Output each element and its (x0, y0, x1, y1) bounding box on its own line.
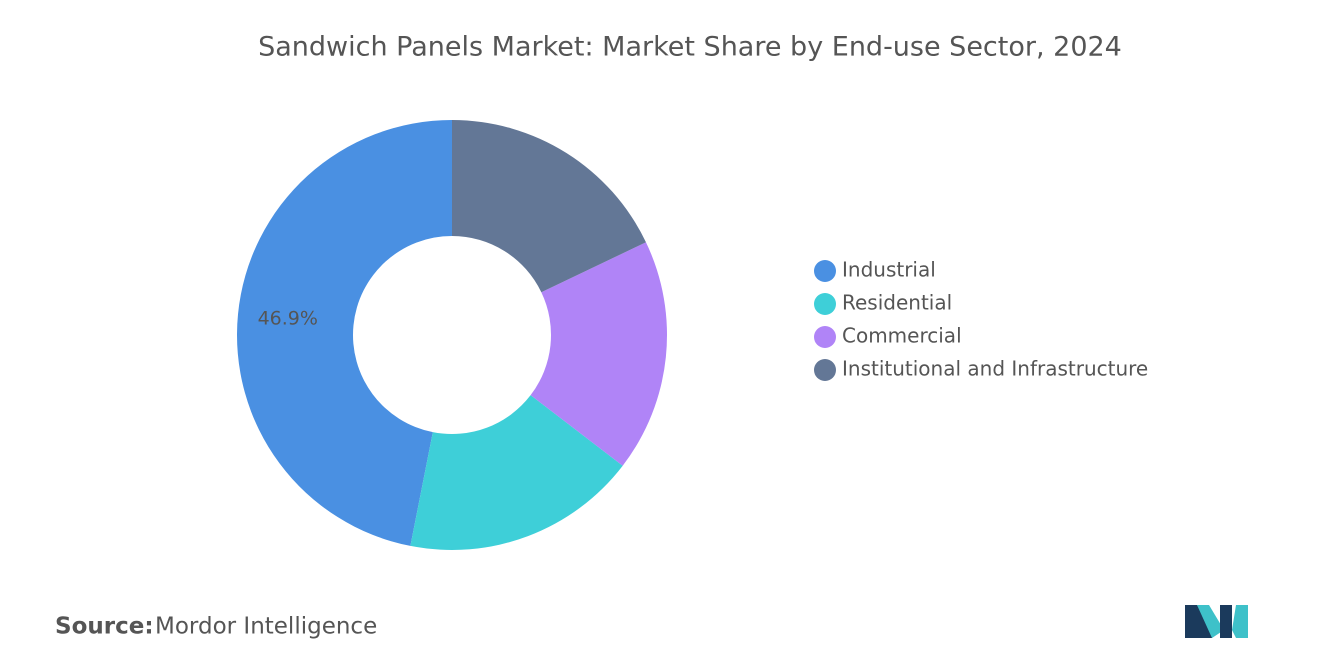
legend-marker (814, 359, 836, 381)
donut-slice (452, 120, 646, 293)
legend-marker (814, 293, 836, 315)
donut-slice (410, 395, 623, 550)
legend-marker (814, 326, 836, 348)
legend-marker (814, 260, 836, 282)
source-label: Source: (55, 614, 154, 640)
legend-label: Industrial (842, 258, 936, 282)
chart-title: Sandwich Panels Market: Market Share by … (258, 32, 1122, 63)
donut-slice (237, 120, 452, 546)
legend-label: Institutional and Infrastructure (842, 357, 1148, 381)
legend-label: Commercial (842, 324, 962, 348)
donut-slice (530, 242, 667, 466)
legend-label: Residential (842, 291, 952, 315)
logo (1185, 605, 1248, 638)
source: Mordor Intelligence (155, 614, 377, 640)
data-label: 46.9% (258, 307, 318, 329)
